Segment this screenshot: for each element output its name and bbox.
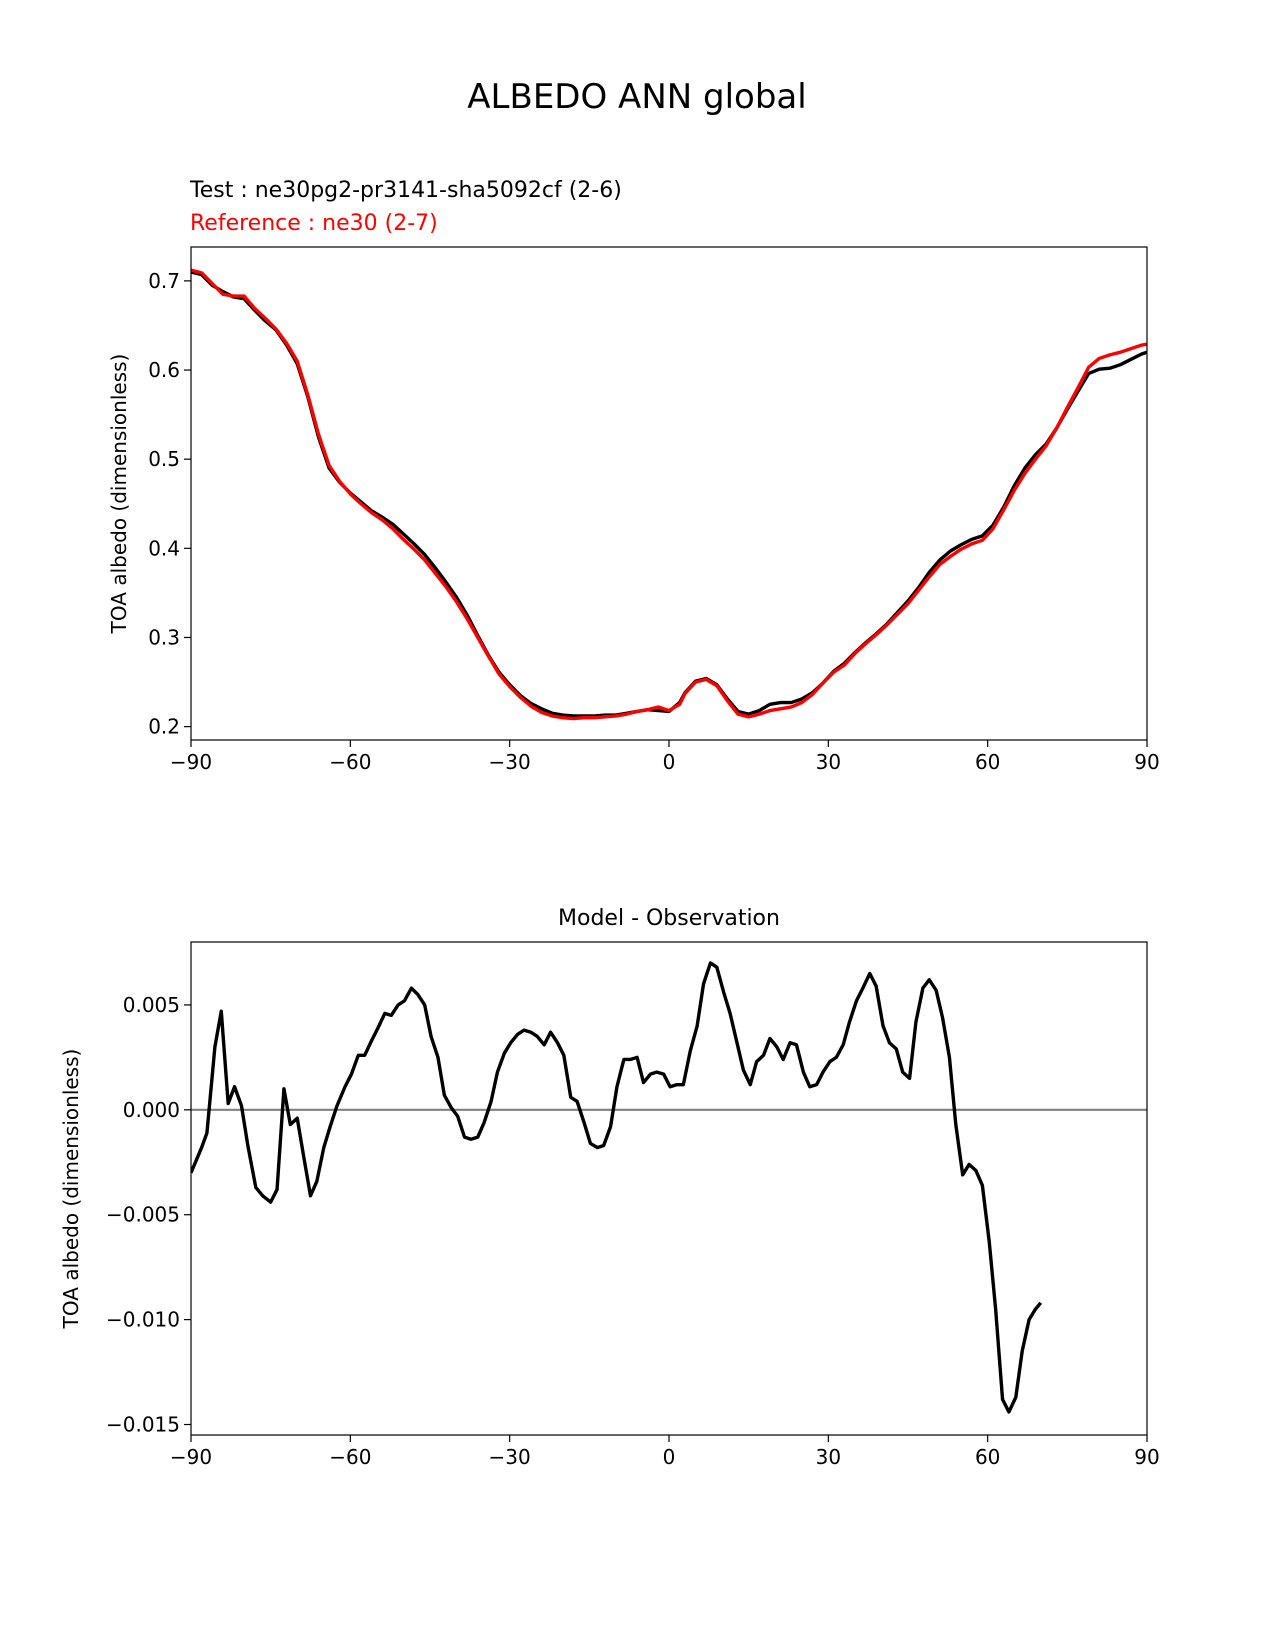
y-tick-label: 0.7 (148, 269, 180, 293)
y-tick-label: 0.000 (123, 1098, 180, 1122)
series-line-reference (191, 268, 1147, 721)
y-tick-label: 0.6 (148, 358, 180, 382)
x-tick-label: 30 (816, 750, 841, 774)
x-tick-label: −90 (170, 1445, 212, 1469)
x-tick-label: 60 (975, 750, 1000, 774)
test-label: Test : ne30pg2-pr3141-sha5092cf (2-6) (189, 178, 622, 203)
x-tick-label: −60 (329, 1445, 371, 1469)
top-panel: Test : ne30pg2-pr3141-sha5092cf (2-6) Re… (107, 178, 1160, 774)
bottom-panel: Model - Observation −90 −60 −30 0 30 60 90 0.00… (59, 906, 1160, 1469)
x-tick-label: −60 (329, 750, 371, 774)
y-tick-label: −0.015 (106, 1413, 180, 1437)
y-axis-label: TOA albedo (dimensionless) (59, 1049, 83, 1330)
y-tick-label: −0.005 (106, 1203, 180, 1227)
x-tick-label: 90 (1134, 1445, 1159, 1469)
y-axis-label: TOA albedo (dimensionless) (107, 354, 131, 635)
series-line-model-observation (191, 961, 1043, 1414)
y-tick-label: 0.3 (148, 625, 180, 649)
y-tick-label: −0.010 (106, 1308, 180, 1332)
x-tick-label: 0 (663, 1445, 676, 1469)
x-tick-label: 90 (1134, 750, 1159, 774)
x-tick-label: −30 (489, 750, 531, 774)
y-tick-label: 0.5 (148, 447, 180, 471)
series-line-test (191, 270, 1147, 718)
figure-title: ALBEDO ANN global (467, 77, 806, 117)
x-tick-label: 30 (816, 1445, 841, 1469)
x-tick-label: 0 (663, 750, 676, 774)
bottom-plot-frame (190, 941, 1148, 1436)
x-tick-label: −90 (170, 750, 212, 774)
y-tick-label: 0.2 (148, 715, 180, 739)
y-tick-label: 0.4 (148, 536, 180, 560)
top-plot-frame (190, 246, 1148, 741)
y-tick-label: 0.005 (123, 993, 180, 1017)
x-tick-label: 60 (975, 1445, 1000, 1469)
x-tick-label: −30 (489, 1445, 531, 1469)
bottom-plot-title: Model - Observation (558, 906, 780, 931)
reference-label: Reference : ne30 (2-7) (190, 211, 438, 236)
